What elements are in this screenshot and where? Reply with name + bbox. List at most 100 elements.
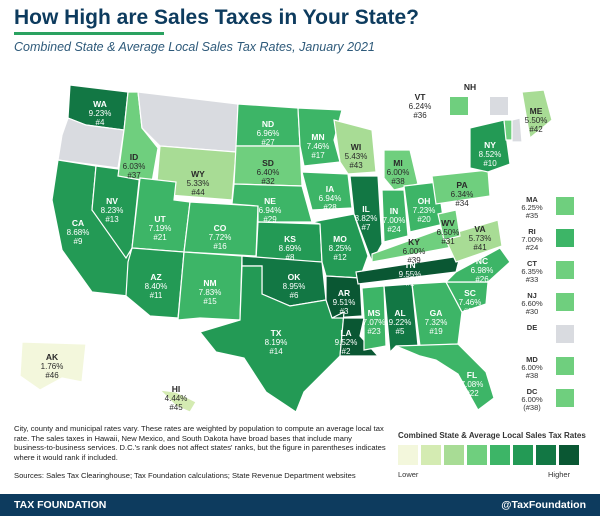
state-label-wyoming: WY 5.33% #44 [187,169,210,197]
state-oregon [57,117,125,169]
state-label-south-dakota: SD 6.40% #32 [257,158,280,186]
state-north-carolina [444,247,511,283]
side-state-ri: RI 7.00% #24 [512,228,592,252]
state-label-kentucky: KY 6.00% #39 [403,237,426,265]
state-hawaii [158,389,197,413]
legend-swatch-3 [444,445,464,465]
side-state-swatch [556,357,574,375]
state-label-south-carolina: SC 7.46% #18 [459,288,482,316]
state-pennsylvania [431,169,491,205]
state-label-north-dakota: ND 6.96% #27 [257,119,280,147]
side-state-label: DC 6.00% (#38) [521,387,543,412]
state-arkansas [325,275,363,319]
legend-swatch-1 [398,445,418,465]
map-subtitle: Combined State & Average Local Sales Tax… [14,40,375,54]
state-label-hawaii: HI 4.44% #45 [165,384,188,412]
state-label-florida: FL 7.08% #22 [461,370,484,398]
callout-swatch-new-hampshire [490,97,508,115]
state-label-new-mexico: NM 7.83% #15 [199,278,222,306]
footer-bar: TAX FOUNDATION @TaxFoundation [0,494,600,516]
state-label-north-carolina: NC 6.98% #26 [471,256,494,284]
legend-swatch-5 [490,445,510,465]
legend-high-label: Higher [548,470,571,479]
sources-note: Sources: Sales Tax Clearinghouse; Tax Fo… [14,471,356,480]
side-state-label: NJ 6.60% #30 [521,291,543,316]
state-label-minnesota: MN 7.46% #17 [307,132,330,160]
state-georgia [411,281,463,347]
state-label-arkansas: AR 9.51% #3 [333,288,356,316]
side-state-label: RI 7.00% #24 [521,227,543,252]
state-label-tennessee: TN 9.55% #1 [399,260,422,288]
state-iowa [301,171,353,211]
state-alaska [19,341,87,391]
state-vermont [503,119,513,141]
state-label-illinois: IL 8.82% #7 [355,204,378,232]
side-state-md: MD 6.00% #38 [512,356,592,380]
state-label-louisiana: LA 9.52% #2 [335,328,358,356]
state-label-washington: WA 9.23% #4 [89,99,112,127]
state-label-texas: TX 8.19% #14 [265,328,288,356]
legend-swatch-8 [559,445,579,465]
state-florida [395,343,495,411]
side-state-swatch [556,197,574,215]
state-texas [198,265,345,413]
state-label-nebraska: NE 6.94% #29 [259,196,282,224]
us-map: WA 9.23% #4 CA 8.68% #9 NV 8.23% #13 ID 6.03% #37 WY… [19,82,553,413]
state-label-oklahoma: OK 8.95% #6 [283,272,306,300]
state-label-colorado: CO 7.72% #16 [209,223,232,251]
side-state-swatch [556,229,574,247]
side-state-swatch [556,389,574,407]
side-state-swatch [556,261,574,279]
side-state-nj: NJ 6.60% #30 [512,292,592,316]
state-label-georgia: GA 7.32% #19 [425,308,448,336]
side-state-ct: CT 6.35% #33 [512,260,592,284]
state-label-ohio: OH 7.23% #20 [413,196,436,224]
state-label-idaho: ID 6.03% #37 [123,152,146,180]
state-label-michigan: MI 6.00% #38 [387,158,410,186]
state-label-new-york: NY 8.52% #10 [479,140,502,168]
state-label-iowa: IA 6.94% #28 [319,184,342,212]
state-virginia [443,219,503,263]
state-label-alabama: AL 9.22% #5 [389,308,412,336]
legend-swatch-6 [513,445,533,465]
side-state-ma: MA 6.25% #35 [512,196,592,220]
state-new-york [469,119,511,173]
state-label-arizona: AZ 8.40% #11 [145,272,168,300]
side-state-label: CT 6.35% #33 [521,259,543,284]
map-title: How High are Sales Taxes in Your State? [14,6,419,29]
state-mississippi [361,285,387,351]
state-label-nevada: NV 8.23% #13 [101,196,124,224]
callout-label-new-hampshire: NH [464,82,476,92]
legend-swatch-4 [467,445,487,465]
side-state-label: DE [526,323,538,332]
footnotes: City, county and municipal rates vary. T… [14,424,386,462]
side-state-swatch [556,293,574,311]
side-state-dc: DC 6.00% (#38) [512,388,592,412]
color-scale [398,445,579,465]
state-indiana [381,189,409,243]
state-wisconsin [333,119,377,175]
legend-swatch-2 [421,445,441,465]
state-label-wisconsin: WI 5.43% #43 [345,142,368,170]
side-state-de: DE [512,324,592,348]
state-label-indiana: IN 7.00% #24 [383,206,406,234]
state-label-pennsylvania: PA 6.34% #34 [451,180,474,208]
side-state-label: MA 6.25% #35 [521,195,543,220]
callout-swatch-vermont [450,97,468,115]
state-label-missouri: MO 8.25% #12 [329,234,352,262]
footer-org: TAX FOUNDATION [14,499,107,511]
state-label-utah: UT 7.19% #21 [149,214,172,242]
callout-label-vermont: VT 6.24% #36 [409,92,432,120]
legend-title: Combined State & Average Local Sales Tax… [398,431,586,440]
legend-swatch-7 [536,445,556,465]
state-west-virginia [437,209,461,241]
legend-low-label: Lower [398,470,419,479]
state-label-alaska: AK 1.76% #46 [41,352,64,380]
state-label-mississippi: MS 7.07% #23 [363,308,386,336]
title-underline [14,32,164,35]
state-label-maine: ME 5.50% #42 [525,106,548,134]
footer-handle: @TaxFoundation [501,499,586,511]
state-label-kansas: KS 8.69% #8 [279,234,302,262]
state-label-virginia: VA 5.73% #41 [469,224,492,252]
side-state-swatch [556,325,574,343]
